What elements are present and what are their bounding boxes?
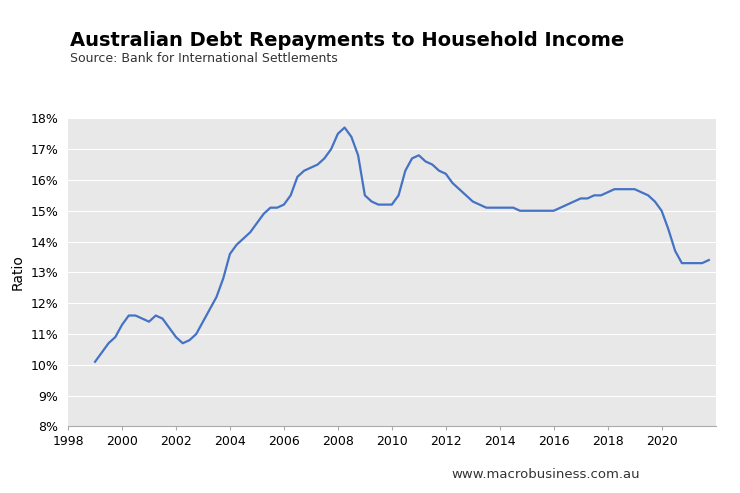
Text: BUSINESS: BUSINESS <box>619 69 688 82</box>
Text: Source: Bank for International Settlements: Source: Bank for International Settlemen… <box>70 52 338 65</box>
Y-axis label: Ratio: Ratio <box>11 254 25 290</box>
Text: Australian Debt Repayments to Household Income: Australian Debt Repayments to Household … <box>70 31 625 50</box>
Text: www.macrobusiness.com.au: www.macrobusiness.com.au <box>451 468 640 481</box>
Text: MACRO: MACRO <box>619 33 688 51</box>
